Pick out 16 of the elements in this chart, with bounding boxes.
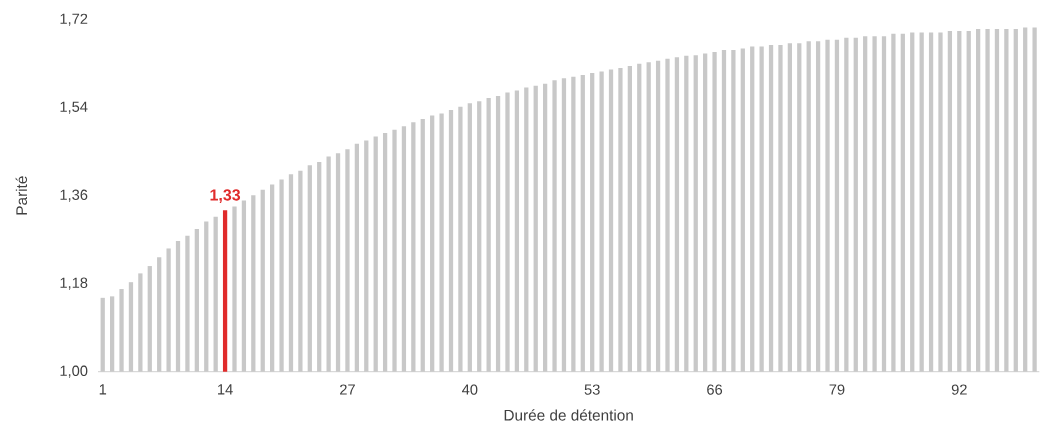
y-tick-label: 1,18 <box>60 277 88 290</box>
y-axis-title: Parité <box>15 176 28 215</box>
x-tick-label: 53 <box>584 384 600 395</box>
x-tick-label: 79 <box>829 384 845 395</box>
x-tick-label: 40 <box>462 384 478 395</box>
y-tick-label: 1,36 <box>60 189 88 202</box>
y-tick-label: 1,72 <box>60 13 88 26</box>
x-tick-label: 92 <box>951 384 967 395</box>
y-tick-label: 1,00 <box>60 365 88 378</box>
x-tick-label: 1 <box>99 384 107 395</box>
x-tick-label: 27 <box>340 384 355 395</box>
y-tick-label: 1,54 <box>60 101 88 114</box>
data-label: 1,33 <box>210 189 241 203</box>
x-tick-label: 66 <box>707 384 723 395</box>
x-tick-label: 14 <box>218 384 233 395</box>
x-axis-title: Durée de détention <box>504 409 633 421</box>
